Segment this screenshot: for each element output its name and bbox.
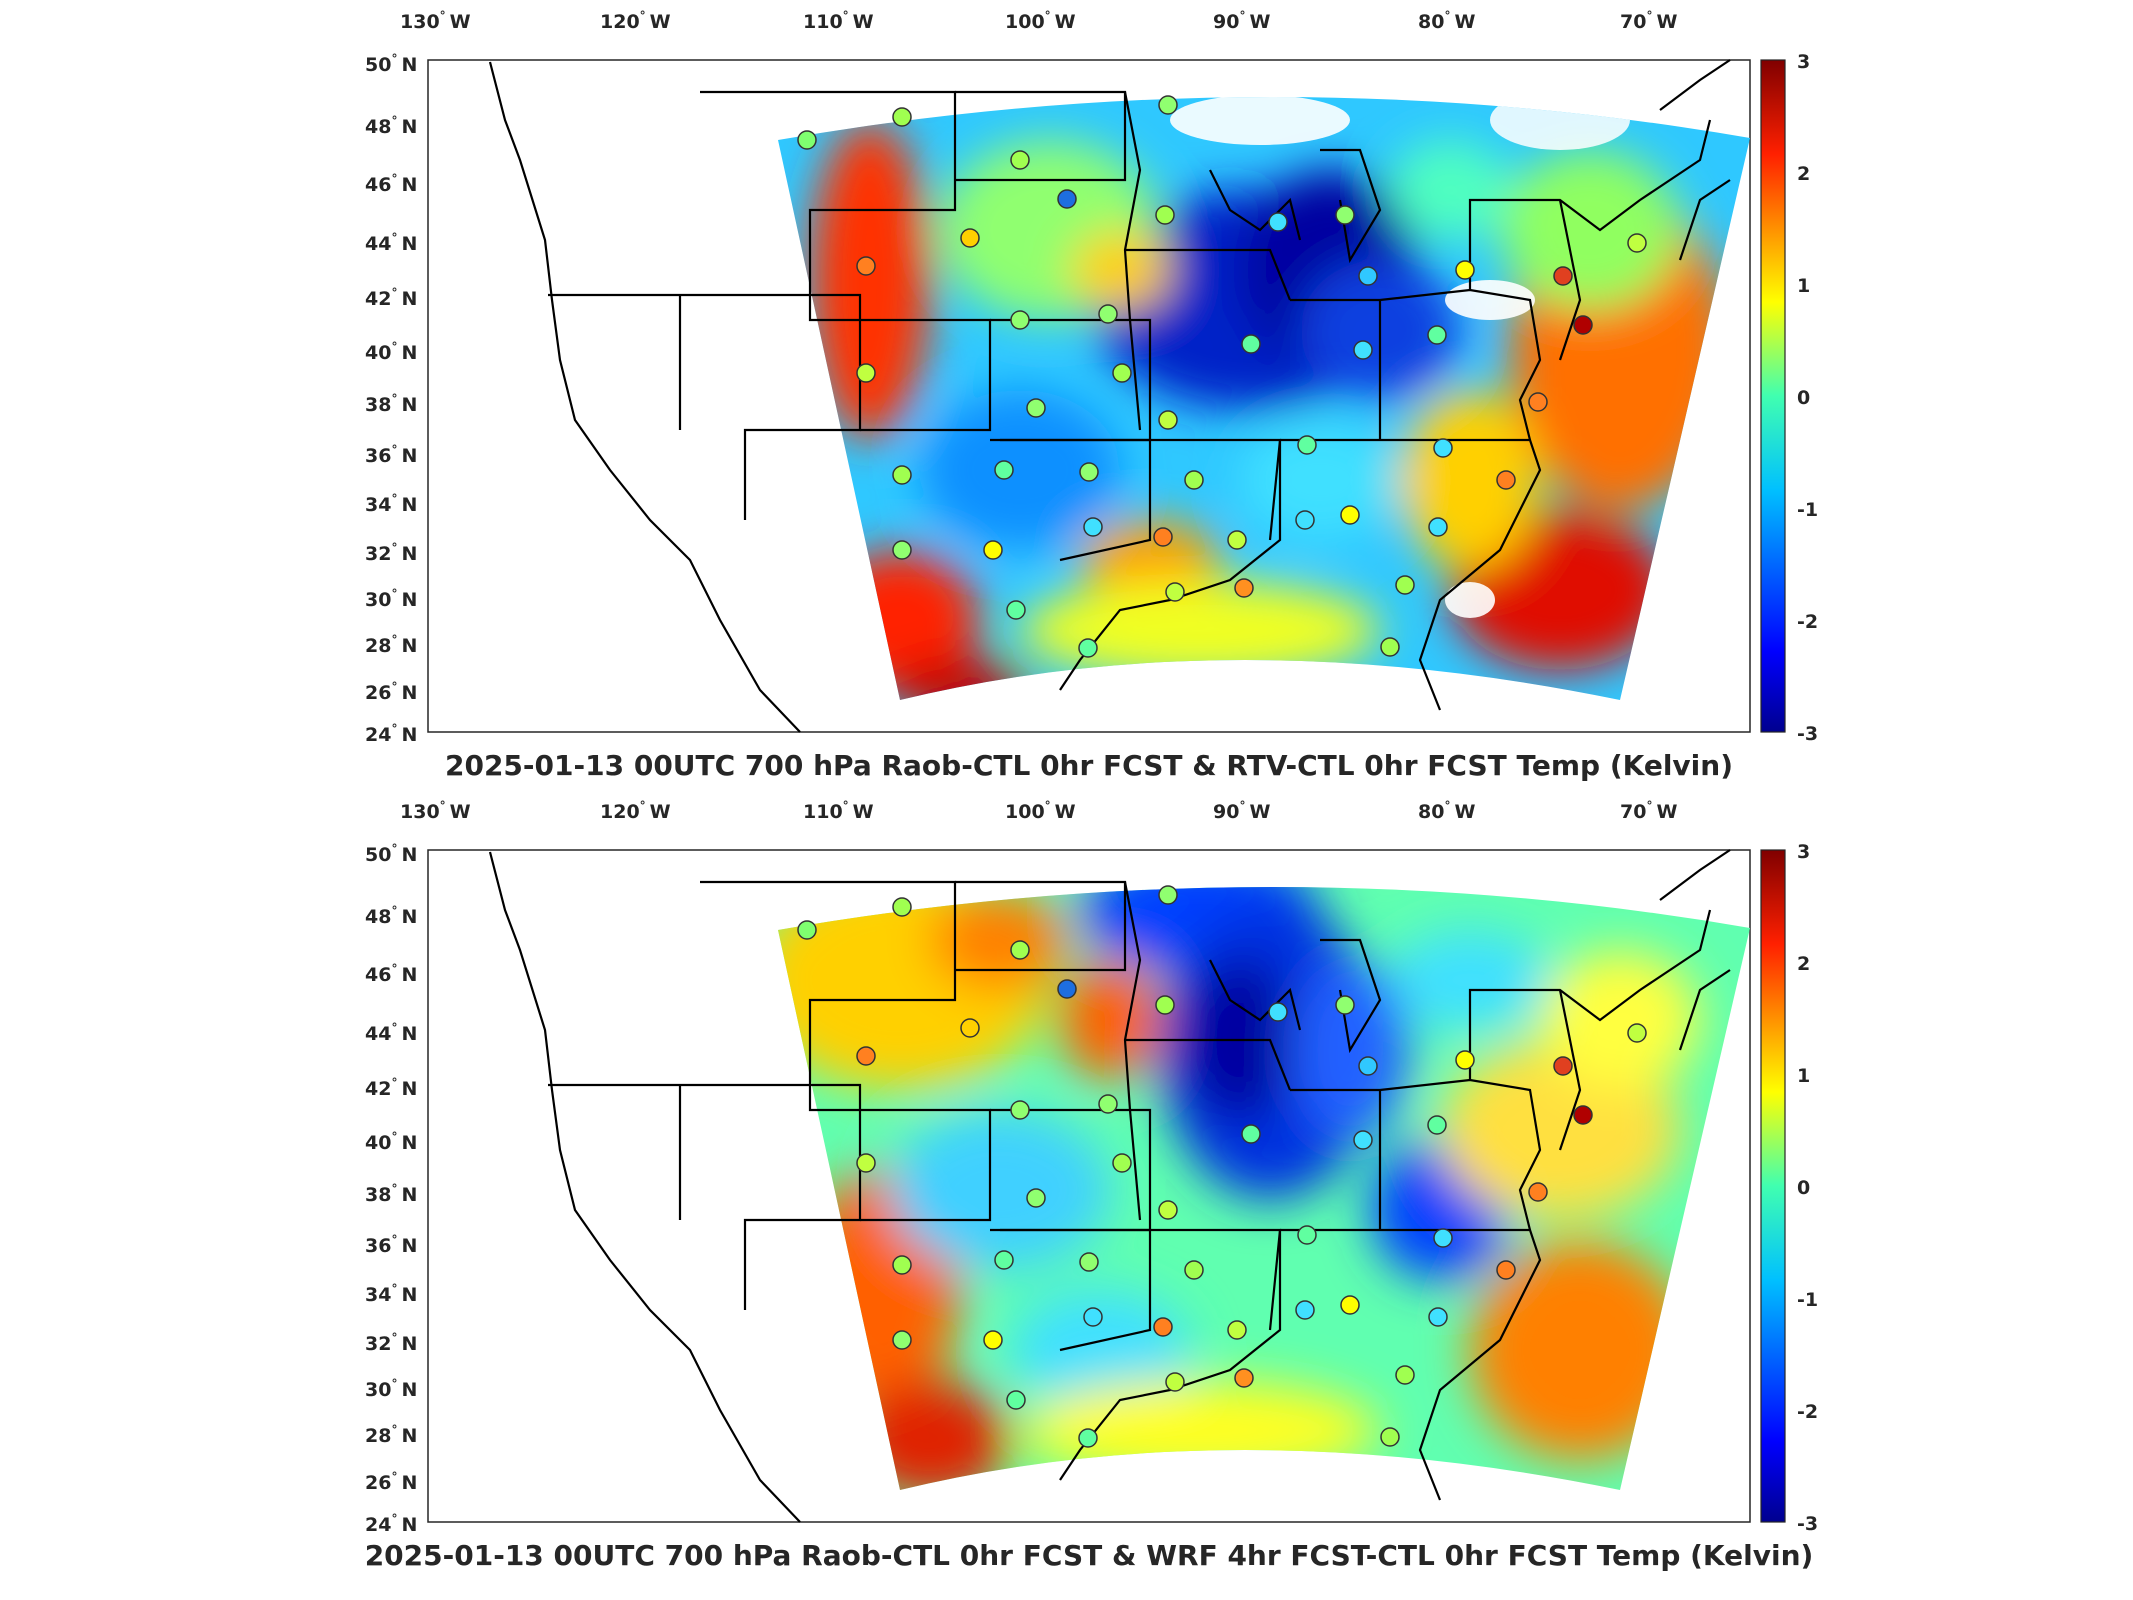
colorbar-tick-label: -3 <box>1797 1513 1818 1535</box>
lat-tick-label: 40° N <box>365 1130 417 1154</box>
raob-stations <box>797 885 1647 1448</box>
colorbar-tick-label: 1 <box>1797 275 1810 297</box>
coastlines-and-borders <box>488 849 1731 1523</box>
top-map-panel: 130° W 120° W 110° W 100° W 90° W 80° W 70° W 5… <box>365 9 1818 782</box>
colorbar-tick-label: 0 <box>1797 387 1810 409</box>
lon-tick-label: 70° W <box>1620 799 1677 823</box>
colorbar-tick-label: -3 <box>1797 723 1818 745</box>
lon-tick-label: 120° W <box>600 799 671 823</box>
lon-tick-label: 70° W <box>1620 9 1677 33</box>
colorbar-tick-label: 1 <box>1797 1065 1810 1087</box>
lon-tick-label: 90° W <box>1213 9 1270 33</box>
colorbar-tick-label: -1 <box>1797 1289 1818 1311</box>
lat-tick-label: 28° N <box>365 633 417 657</box>
lat-tick-label: 36° N <box>365 1233 417 1257</box>
lat-tick-label: 50° N <box>365 842 417 866</box>
colorbar: 3 2 1 0 -1 -2 -3 <box>1760 51 1818 745</box>
colorbar-tick-label: 3 <box>1797 51 1810 73</box>
lat-axis-labels: 50° N 48° N 46° N 44° N 42° N 40° N 38° N 36° N … <box>365 842 417 1536</box>
top-map-svg: 130° W 120° W 110° W 100° W 90° W 80° W 70° W 5… <box>365 9 1818 782</box>
lon-axis-labels: 130° W 120° W 110° W 100° W 90° W 80° W 70° W <box>400 9 1677 33</box>
lat-tick-label: 30° N <box>365 1377 417 1401</box>
lon-tick-label: 100° W <box>1005 9 1076 33</box>
lat-tick-label: 48° N <box>365 904 417 928</box>
lon-tick-label: 80° W <box>1418 9 1475 33</box>
lat-tick-label: 44° N <box>365 231 417 255</box>
coastlines-and-borders <box>488 59 1731 733</box>
panel-title: 2025-01-13 00UTC 700 hPa Raob-CTL 0hr FC… <box>445 749 1733 782</box>
lat-tick-label: 26° N <box>365 1470 417 1494</box>
lon-axis-labels: 130° W 120° W 110° W 100° W 90° W 80° W 70° W <box>400 799 1677 823</box>
temp-difference-field <box>778 886 1750 1491</box>
temp-difference-field <box>778 96 1750 701</box>
lat-tick-label: 38° N <box>365 392 417 416</box>
colorbar-tick-label: 3 <box>1797 841 1810 863</box>
colorbar-tick-label: -1 <box>1797 499 1818 521</box>
lat-axis-labels: 50° N 48° N 46° N 44° N 42° N 40° N 38° N 36° N … <box>365 52 417 746</box>
lat-tick-label: 46° N <box>365 962 417 986</box>
lon-tick-label: 110° W <box>803 799 874 823</box>
lon-tick-label: 130° W <box>400 799 471 823</box>
lat-tick-label: 36° N <box>365 443 417 467</box>
lat-tick-label: 34° N <box>365 492 417 516</box>
lat-tick-label: 30° N <box>365 587 417 611</box>
lat-tick-label: 34° N <box>365 1282 417 1306</box>
lat-tick-label: 38° N <box>365 1182 417 1206</box>
colorbar-tick-label: -2 <box>1797 1401 1818 1423</box>
lat-tick-label: 40° N <box>365 340 417 364</box>
bottom-map-panel: 130° W 120° W 110° W 100° W 90° W 80° W 70° W 5… <box>0 790 2133 1590</box>
colorbar-tick-label: 0 <box>1797 1177 1810 1199</box>
station-marker <box>1057 189 1077 209</box>
lon-tick-label: 100° W <box>1005 799 1076 823</box>
colorbar-tick-label: 2 <box>1797 953 1810 975</box>
lat-tick-label: 42° N <box>365 1076 417 1100</box>
lat-tick-label: 46° N <box>365 172 417 196</box>
colorbar: 3 2 1 0 -1 -2 -3 <box>1760 841 1818 1535</box>
lon-tick-label: 120° W <box>600 9 671 33</box>
lat-tick-label: 44° N <box>365 1021 417 1045</box>
lon-tick-label: 130° W <box>400 9 471 33</box>
lat-tick-label: 50° N <box>365 52 417 76</box>
raob-stations <box>797 95 1647 658</box>
bottom-map-svg: 130° W 120° W 110° W 100° W 90° W 80° W 70° W 5… <box>365 799 1818 1572</box>
lat-tick-label: 28° N <box>365 1423 417 1447</box>
colorbar-tick-label: -2 <box>1797 611 1818 633</box>
lat-tick-label: 24° N <box>365 1512 417 1536</box>
lat-tick-label: 48° N <box>365 114 417 138</box>
lat-tick-label: 26° N <box>365 680 417 704</box>
lon-tick-label: 90° W <box>1213 799 1270 823</box>
lat-tick-label: 32° N <box>365 541 417 565</box>
lon-tick-label: 80° W <box>1418 799 1475 823</box>
lon-tick-label: 110° W <box>803 9 874 33</box>
colorbar-tick-label: 2 <box>1797 163 1810 185</box>
lat-tick-label: 32° N <box>365 1331 417 1355</box>
lat-tick-label: 42° N <box>365 286 417 310</box>
lat-tick-label: 24° N <box>365 722 417 746</box>
panel-title: 2025-01-13 00UTC 700 hPa Raob-CTL 0hr FC… <box>365 1539 1814 1572</box>
